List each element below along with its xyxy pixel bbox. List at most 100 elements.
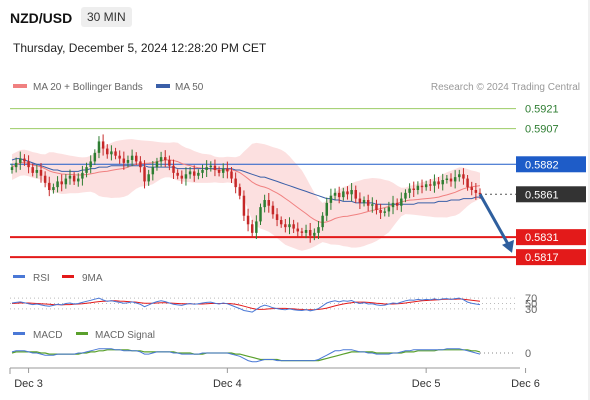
level-tag-0-5861 xyxy=(516,186,586,203)
rsi-legend: RSI 9MA xyxy=(13,273,103,284)
candle-body xyxy=(35,170,39,173)
candle xyxy=(147,169,150,186)
candle xyxy=(155,157,159,171)
level-label-0-5882: 0.5882 xyxy=(525,159,559,171)
candle xyxy=(288,217,291,235)
candle xyxy=(445,175,449,184)
candle-body xyxy=(114,151,117,156)
candle xyxy=(292,219,295,233)
candle xyxy=(263,194,266,213)
credit-text: Research © 2024 Trading Central xyxy=(431,82,580,93)
candle-body xyxy=(43,175,47,183)
candle xyxy=(296,222,300,238)
candle-body xyxy=(93,152,97,162)
rsi-level-label-70: 70 xyxy=(525,293,537,305)
candle xyxy=(395,198,399,211)
candle xyxy=(197,169,200,180)
candle xyxy=(35,164,39,179)
candle xyxy=(60,174,63,192)
candle xyxy=(151,161,155,181)
candle xyxy=(404,189,407,203)
candle-body xyxy=(346,191,349,195)
candle-body xyxy=(412,188,415,190)
candle xyxy=(97,136,101,159)
candle xyxy=(118,150,121,164)
ma50-legend-swatch xyxy=(156,84,170,88)
candle-body xyxy=(263,200,266,208)
candle xyxy=(259,203,262,225)
candle xyxy=(255,215,258,239)
candle-body xyxy=(375,204,378,210)
candle xyxy=(433,174,436,193)
candle xyxy=(52,183,55,194)
candle xyxy=(130,149,134,167)
candle xyxy=(184,167,188,186)
symbol-label: NZD/USD xyxy=(10,10,73,26)
candle xyxy=(31,163,34,177)
candle-body xyxy=(458,174,461,178)
candle-body xyxy=(400,198,403,206)
candle xyxy=(201,164,204,179)
candle xyxy=(221,163,225,179)
candle xyxy=(230,167,233,183)
candle-body xyxy=(478,192,482,195)
x-tick-label-Dec-6: Dec 6 xyxy=(511,378,540,390)
candle-body xyxy=(234,178,237,188)
candle xyxy=(400,192,403,212)
candle-body xyxy=(176,172,179,176)
candle-body xyxy=(151,167,155,175)
candle-body xyxy=(246,215,250,225)
x-tick-label-Dec-3: Dec 3 xyxy=(14,378,43,390)
timeframe-badge[interactable]: 30 MIN xyxy=(81,7,132,27)
candle xyxy=(246,208,250,232)
candle xyxy=(205,160,208,177)
rsi-legend-swatch xyxy=(13,275,25,278)
candle-body xyxy=(188,171,192,175)
candle xyxy=(308,223,312,243)
candle-body xyxy=(387,207,391,212)
candle-body xyxy=(337,192,341,198)
candle-body xyxy=(395,202,399,206)
candle-body xyxy=(180,175,184,179)
candle-body xyxy=(106,148,109,155)
level-label-0-5861: 0.5861 xyxy=(525,189,559,201)
macd-signal-line xyxy=(11,349,481,362)
candle-body xyxy=(462,174,465,179)
candle-body xyxy=(279,220,283,225)
candle xyxy=(458,169,461,182)
candle-body xyxy=(391,202,395,208)
candle xyxy=(391,195,395,215)
candle xyxy=(77,173,80,187)
candle xyxy=(180,170,184,184)
candlesticks xyxy=(10,134,482,243)
candle-body xyxy=(433,181,436,186)
candle-body xyxy=(126,160,130,163)
candle-body xyxy=(213,165,217,170)
candle-body xyxy=(358,198,362,203)
candle-body xyxy=(321,215,324,228)
candle xyxy=(424,180,428,191)
forecast-arrow-shaft xyxy=(478,193,511,247)
candle-body xyxy=(474,190,478,193)
candle xyxy=(135,152,138,165)
candle xyxy=(23,154,26,166)
candle xyxy=(437,177,440,189)
candle-body xyxy=(147,174,150,182)
candle xyxy=(176,169,179,180)
chart-header: NZD/USD 30 MIN xyxy=(0,0,590,36)
ma50-legend-label: MA 50 xyxy=(175,82,204,93)
ma20-legend-label: MA 20 + Bollinger Bands xyxy=(33,82,143,93)
candle xyxy=(346,186,349,200)
candle xyxy=(279,216,283,228)
macd-panel: 0 xyxy=(11,348,531,363)
candle-body xyxy=(48,182,51,190)
candle-body xyxy=(81,172,84,179)
candle xyxy=(209,161,213,172)
rsi-level-label-30: 30 xyxy=(525,304,537,316)
level-tag-0-5817 xyxy=(516,249,586,266)
candle xyxy=(85,162,88,178)
candle-body xyxy=(52,187,55,190)
candle-body xyxy=(230,171,233,179)
candle xyxy=(466,175,469,191)
candle-body xyxy=(197,172,200,176)
